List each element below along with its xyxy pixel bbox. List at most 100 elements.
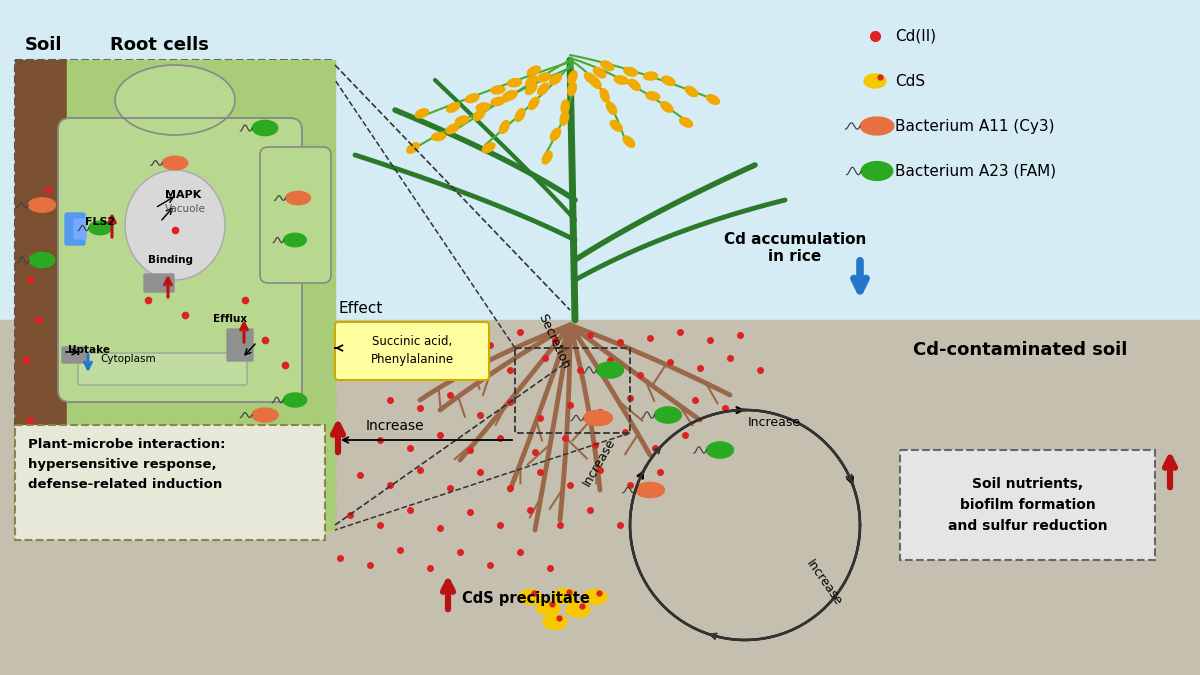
Ellipse shape: [583, 410, 612, 426]
Ellipse shape: [446, 124, 458, 134]
Ellipse shape: [596, 362, 624, 378]
Ellipse shape: [502, 91, 514, 102]
Ellipse shape: [606, 102, 617, 115]
Ellipse shape: [643, 72, 658, 80]
Ellipse shape: [508, 79, 522, 87]
Bar: [0, 320, 1200, 675]
Ellipse shape: [679, 117, 692, 127]
Ellipse shape: [286, 192, 311, 205]
Ellipse shape: [115, 65, 235, 135]
Ellipse shape: [252, 408, 278, 422]
Ellipse shape: [482, 143, 494, 153]
Ellipse shape: [491, 97, 505, 106]
Ellipse shape: [538, 83, 548, 95]
Ellipse shape: [476, 103, 490, 111]
Text: CdS: CdS: [895, 74, 925, 88]
Bar: [14, 60, 67, 530]
Ellipse shape: [860, 117, 894, 135]
Bar: [0, 0, 1200, 320]
Text: Root cells: Root cells: [110, 36, 209, 54]
Ellipse shape: [568, 82, 576, 96]
Ellipse shape: [583, 589, 607, 605]
Ellipse shape: [415, 109, 428, 118]
Ellipse shape: [499, 121, 509, 134]
Ellipse shape: [707, 95, 720, 104]
Ellipse shape: [283, 393, 307, 407]
Text: Secretion: Secretion: [535, 312, 572, 371]
FancyBboxPatch shape: [227, 329, 253, 361]
Ellipse shape: [661, 76, 674, 85]
Ellipse shape: [536, 601, 560, 616]
Ellipse shape: [629, 79, 640, 90]
Ellipse shape: [624, 68, 637, 76]
Ellipse shape: [560, 111, 569, 125]
Ellipse shape: [685, 86, 697, 97]
Ellipse shape: [491, 86, 505, 94]
Ellipse shape: [89, 221, 112, 235]
FancyBboxPatch shape: [58, 118, 302, 402]
Ellipse shape: [29, 198, 55, 212]
Ellipse shape: [553, 589, 577, 603]
Ellipse shape: [601, 61, 613, 71]
Ellipse shape: [864, 74, 886, 88]
Bar: [14, 60, 335, 530]
Ellipse shape: [446, 103, 460, 112]
Ellipse shape: [474, 109, 485, 121]
Text: Bacterium A11 (Cy3): Bacterium A11 (Cy3): [895, 119, 1055, 134]
Ellipse shape: [611, 120, 623, 131]
Ellipse shape: [448, 344, 476, 360]
Bar: [900, 450, 1154, 560]
Text: FLS2: FLS2: [85, 217, 115, 227]
Ellipse shape: [636, 483, 665, 497]
Text: CdS precipitate: CdS precipitate: [462, 591, 590, 605]
Ellipse shape: [526, 76, 536, 87]
Ellipse shape: [566, 603, 590, 618]
Text: Binding: Binding: [148, 255, 193, 265]
Text: Efflux: Efflux: [214, 314, 247, 324]
FancyBboxPatch shape: [62, 347, 86, 363]
Ellipse shape: [542, 614, 568, 630]
Ellipse shape: [527, 66, 540, 76]
Text: Cd-contaminated soil: Cd-contaminated soil: [913, 341, 1127, 359]
Text: Cd(II): Cd(II): [895, 28, 936, 43]
Ellipse shape: [407, 143, 419, 153]
Ellipse shape: [95, 440, 194, 500]
Ellipse shape: [538, 73, 551, 82]
Text: Increase: Increase: [803, 557, 845, 608]
Ellipse shape: [455, 116, 469, 125]
Ellipse shape: [568, 71, 577, 84]
FancyBboxPatch shape: [260, 147, 331, 283]
Ellipse shape: [550, 74, 562, 85]
Text: Increase: Increase: [366, 419, 425, 433]
Ellipse shape: [862, 161, 893, 180]
Ellipse shape: [125, 170, 226, 280]
Text: Soil: Soil: [25, 36, 62, 54]
FancyBboxPatch shape: [335, 322, 490, 380]
Ellipse shape: [466, 94, 479, 103]
Text: Soil nutrients,
biofilm formation
and sulfur reduction: Soil nutrients, biofilm formation and su…: [948, 477, 1108, 533]
Ellipse shape: [551, 128, 560, 140]
Text: Increase: Increase: [580, 436, 618, 489]
FancyBboxPatch shape: [74, 219, 86, 239]
Bar: [515, 348, 630, 433]
Ellipse shape: [526, 83, 536, 95]
Ellipse shape: [542, 151, 552, 164]
Ellipse shape: [646, 92, 660, 100]
FancyBboxPatch shape: [65, 213, 85, 245]
Ellipse shape: [584, 73, 596, 84]
Ellipse shape: [230, 437, 300, 487]
FancyBboxPatch shape: [144, 274, 174, 292]
Ellipse shape: [528, 97, 539, 109]
Ellipse shape: [252, 120, 277, 136]
Ellipse shape: [162, 156, 188, 170]
Ellipse shape: [661, 101, 673, 112]
Bar: [67, 60, 335, 530]
Text: Uptake: Uptake: [68, 345, 110, 355]
Text: Effect: Effect: [338, 301, 383, 316]
Ellipse shape: [593, 68, 606, 78]
Ellipse shape: [432, 132, 445, 140]
Ellipse shape: [614, 76, 628, 84]
Text: Cd accumulation
in rice: Cd accumulation in rice: [724, 232, 866, 264]
Text: Vacuole: Vacuole: [166, 204, 206, 214]
Text: MAPK: MAPK: [166, 190, 202, 200]
